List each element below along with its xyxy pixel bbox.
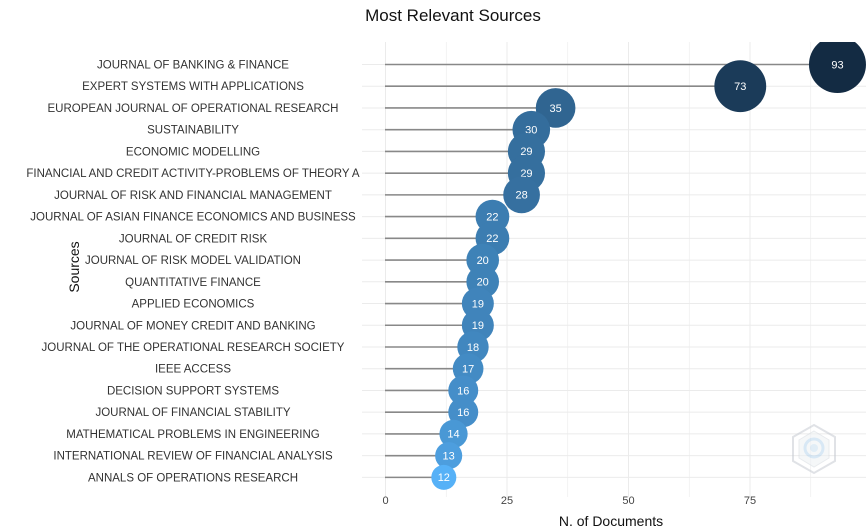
bubble-value-label: 22 bbox=[486, 211, 498, 223]
source-label: JOURNAL OF THE OPERATIONAL RESEARCH SOCI… bbox=[42, 342, 345, 354]
source-label: JOURNAL OF ASIAN FINANCE ECONOMICS AND B… bbox=[30, 212, 356, 224]
bubble-value-label: 35 bbox=[549, 103, 561, 115]
bubble-value-label: 93 bbox=[831, 59, 843, 71]
source-label: APPLIED ECONOMICS bbox=[132, 299, 255, 311]
bubble-value-label: 19 bbox=[472, 320, 484, 332]
bubble-value-label: 73 bbox=[734, 81, 746, 93]
bubble-value-label: 16 bbox=[457, 385, 469, 397]
x-tick-label: 50 bbox=[622, 495, 634, 507]
lollipop-bubble bbox=[431, 464, 457, 490]
chart-title: Most Relevant Sources bbox=[365, 6, 541, 25]
grid-lines bbox=[362, 42, 866, 497]
x-tick-label: 25 bbox=[501, 495, 513, 507]
bubble-value-label: 18 bbox=[467, 342, 479, 354]
x-tick-label: 75 bbox=[744, 495, 756, 507]
source-label: MATHEMATICAL PROBLEMS IN ENGINEERING bbox=[66, 429, 320, 441]
source-label: FINANCIAL AND CREDIT ACTIVITY-PROBLEMS O… bbox=[26, 168, 359, 180]
bubble-value-label: 13 bbox=[443, 450, 455, 462]
category-labels: JOURNAL OF BANKING & FINANCE EXPERT SYSTE… bbox=[26, 60, 359, 485]
bubble-value-label: 20 bbox=[477, 277, 489, 289]
source-label: SUSTAINABILITY bbox=[147, 125, 239, 137]
bubble-value-label: 28 bbox=[515, 190, 527, 202]
source-label: EXPERT SYSTEMS WITH APPLICATIONS bbox=[82, 81, 304, 93]
source-label: JOURNAL OF RISK MODEL VALIDATION bbox=[85, 255, 301, 267]
source-label: ECONOMIC MODELLING bbox=[126, 146, 260, 158]
lollipop-bubble bbox=[808, 42, 866, 93]
source-label: IEEE ACCESS bbox=[155, 364, 231, 376]
source-label: INTERNATIONAL REVIEW OF FINANCIAL ANALYS… bbox=[53, 451, 333, 463]
bibliometrix-logo-icon bbox=[792, 423, 836, 475]
source-label: JOURNAL OF BANKING & FINANCE bbox=[97, 60, 289, 72]
source-label: EUROPEAN JOURNAL OF OPERATIONAL RESEARCH bbox=[48, 103, 339, 115]
x-axis-ticks: 0 25 50 75 bbox=[382, 495, 756, 507]
bubble-value-label: 22 bbox=[486, 233, 498, 245]
bubble-value-label: 20 bbox=[477, 255, 489, 267]
lollipop-bubble bbox=[503, 176, 540, 214]
source-label: ANNALS OF OPERATIONS RESEARCH bbox=[88, 472, 298, 484]
bubble-value-label: 12 bbox=[438, 472, 450, 484]
x-tick-label: 0 bbox=[382, 495, 388, 507]
y-axis-title: Sources bbox=[66, 241, 82, 292]
lollipop-bubble bbox=[439, 419, 468, 449]
bubble-value-label: 16 bbox=[457, 407, 469, 419]
source-label: QUANTITATIVE FINANCE bbox=[125, 277, 261, 289]
lollipop-bubble bbox=[448, 397, 479, 428]
source-label: JOURNAL OF RISK AND FINANCIAL MANAGEMENT bbox=[54, 190, 332, 202]
lollipop-bubble bbox=[714, 60, 767, 113]
bubble-value-label: 17 bbox=[462, 364, 474, 376]
bubble-value-label: 14 bbox=[447, 429, 459, 441]
source-label: JOURNAL OF MONEY CREDIT AND BANKING bbox=[70, 320, 315, 332]
source-label: JOURNAL OF FINANCIAL STABILITY bbox=[95, 407, 290, 419]
lollipop-bubble bbox=[435, 442, 463, 470]
source-label: JOURNAL OF CREDIT RISK bbox=[119, 233, 268, 245]
bubble-value-label: 19 bbox=[472, 298, 484, 310]
x-axis-title: N. of Documents bbox=[559, 513, 663, 529]
lollipop-bubble bbox=[448, 375, 479, 406]
source-label: DECISION SUPPORT SYSTEMS bbox=[107, 385, 279, 397]
